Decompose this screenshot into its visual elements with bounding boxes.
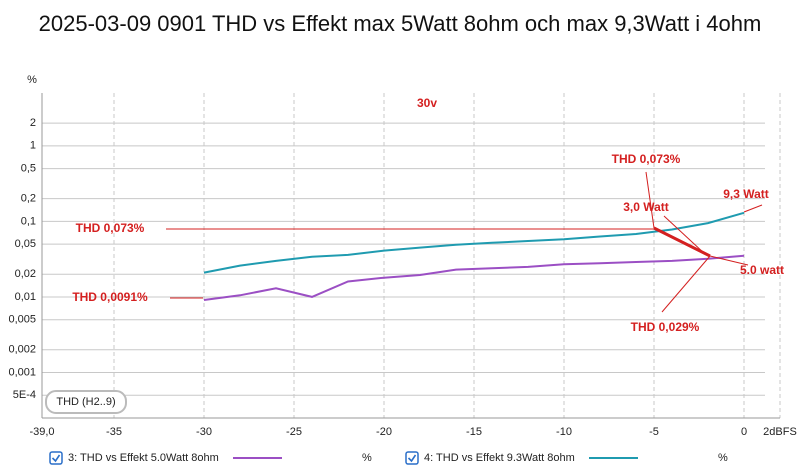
legend-unit: % — [718, 452, 728, 464]
x-tick-label: -39,0 — [29, 426, 54, 438]
x-tick-label: -15 — [466, 426, 482, 438]
y-tick-label: 0,005 — [8, 314, 36, 326]
annotation: THD 0,029% — [631, 320, 700, 334]
series-line — [203, 254, 745, 301]
annotation: 3,0 Watt — [623, 200, 669, 214]
annotation: THD 0,073% — [76, 221, 145, 235]
annotation: THD 0,0091% — [72, 290, 148, 304]
y-tick-label: 0,1 — [21, 215, 36, 227]
annotation-line — [653, 226, 711, 258]
y-tick-label: 0,002 — [8, 344, 36, 356]
annotation-line — [645, 171, 655, 229]
annotation-line — [663, 215, 706, 255]
legend-check — [51, 454, 61, 463]
y-tick-label: 0,01 — [15, 291, 36, 303]
y-tick-label: 5E-4 — [13, 389, 36, 401]
legend-unit: % — [362, 452, 372, 464]
legend-checkbox[interactable] — [405, 451, 419, 465]
x-tick-label: -35 — [106, 426, 122, 438]
legend-label[interactable]: 4: THD vs Effekt 9.3Watt 8ohm — [424, 452, 575, 464]
legend-check — [407, 454, 417, 463]
annotation-line — [709, 255, 749, 266]
x-tick-label: -30 — [196, 426, 212, 438]
legend-checkbox[interactable] — [49, 451, 63, 465]
annotation: 9,3 Watt — [723, 187, 769, 201]
x-tick-label: 2dBFS — [763, 426, 797, 438]
y-tick-label: 0,02 — [15, 268, 36, 280]
legend-box-label: THD (H2..9) — [56, 396, 115, 408]
legend-box — [45, 390, 127, 414]
x-tick-label: -25 — [286, 426, 302, 438]
x-tick-label: -20 — [376, 426, 392, 438]
grid: 5E-4 0,001 0,002 0,005 0,01 0,02 0,05 0,1 0,2 0,5… — [8, 93, 797, 438]
x-tick-label: -5 — [649, 426, 659, 438]
annotation: THD 0,073% — [612, 152, 681, 166]
y-tick-label: 0,2 — [21, 193, 36, 205]
annotation-line — [661, 255, 711, 313]
annotation: 30v — [417, 96, 437, 110]
y-tick-label: 0,001 — [8, 366, 36, 378]
y-tick-label: 0,5 — [21, 162, 36, 174]
annotation-lines — [166, 171, 763, 313]
y-unit: % — [27, 74, 37, 86]
annotation: 5.0 watt — [740, 263, 784, 277]
chart-title: 2025-03-09 0901 THD vs Effekt max 5Watt … — [38, 11, 762, 36]
x-tick-label: -10 — [556, 426, 572, 438]
x-tick-label: 0 — [741, 426, 747, 438]
legend: 3: THD vs Effekt 5.0Watt 8ohm% 4: THD vs … — [49, 451, 728, 465]
annotation-line — [743, 204, 763, 213]
y-tick-label: 0,05 — [15, 238, 36, 250]
y-tick-label: 2 — [30, 117, 36, 129]
y-tick-label: 1 — [30, 140, 36, 152]
legend-label[interactable]: 3: THD vs Effekt 5.0Watt 8ohm — [68, 452, 219, 464]
